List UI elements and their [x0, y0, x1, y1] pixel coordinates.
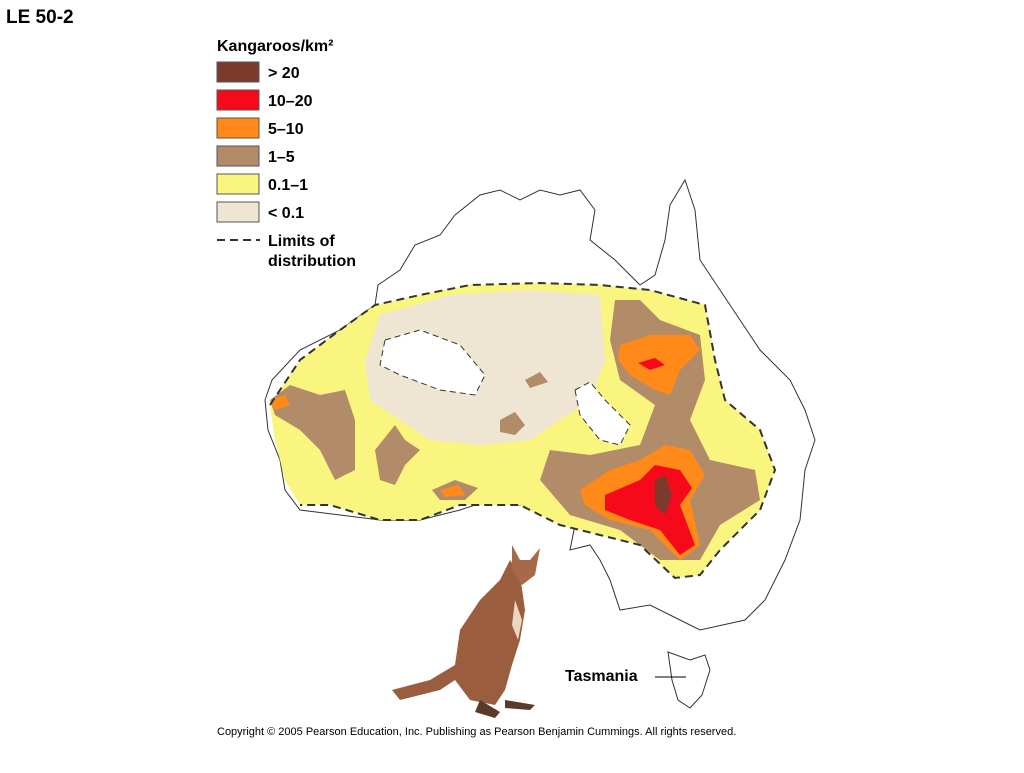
- legend-label: 0.1–1: [268, 177, 308, 194]
- zone-over-20: [655, 475, 672, 515]
- legend-label: > 20: [268, 65, 300, 82]
- legend-swatch: [216, 61, 260, 83]
- zone-under-0-1: [365, 290, 605, 445]
- zone-5-to-10: [440, 485, 465, 497]
- tasmania-label: Tasmania: [565, 668, 638, 685]
- figure-label: LE 50-2: [6, 7, 74, 28]
- legend-swatch: [216, 145, 260, 167]
- zone-1-to-5: [375, 425, 420, 485]
- zone-1-to-5: [500, 412, 525, 435]
- legend-label: distribution: [268, 253, 356, 270]
- zone-10-to-20: [605, 465, 695, 555]
- legend-swatch: [216, 117, 260, 139]
- inland-gap: [379, 329, 486, 396]
- zone-1-to-5: [270, 385, 355, 480]
- kangaroo-illustration: [392, 545, 540, 718]
- legend-swatch: [216, 89, 260, 111]
- zone-10-to-20: [638, 358, 665, 370]
- zone-1-to-5: [525, 372, 548, 388]
- legend-label: 10–20: [268, 93, 313, 110]
- copyright: Copyright © 2005 Pearson Education, Inc.…: [217, 726, 736, 738]
- legend-swatch: [216, 201, 260, 223]
- legend-label: < 0.1: [268, 205, 304, 222]
- inland-gap: [574, 381, 631, 446]
- tasmania-outline: [667, 651, 711, 709]
- distribution-limit: [269, 281, 777, 580]
- legend-label: 5–10: [268, 121, 304, 138]
- legend-label: 1–5: [268, 149, 295, 166]
- legend-swatch: [216, 173, 260, 195]
- legend-label: Limits of: [268, 233, 335, 250]
- legend-title: Kangaroos/km²: [217, 38, 333, 55]
